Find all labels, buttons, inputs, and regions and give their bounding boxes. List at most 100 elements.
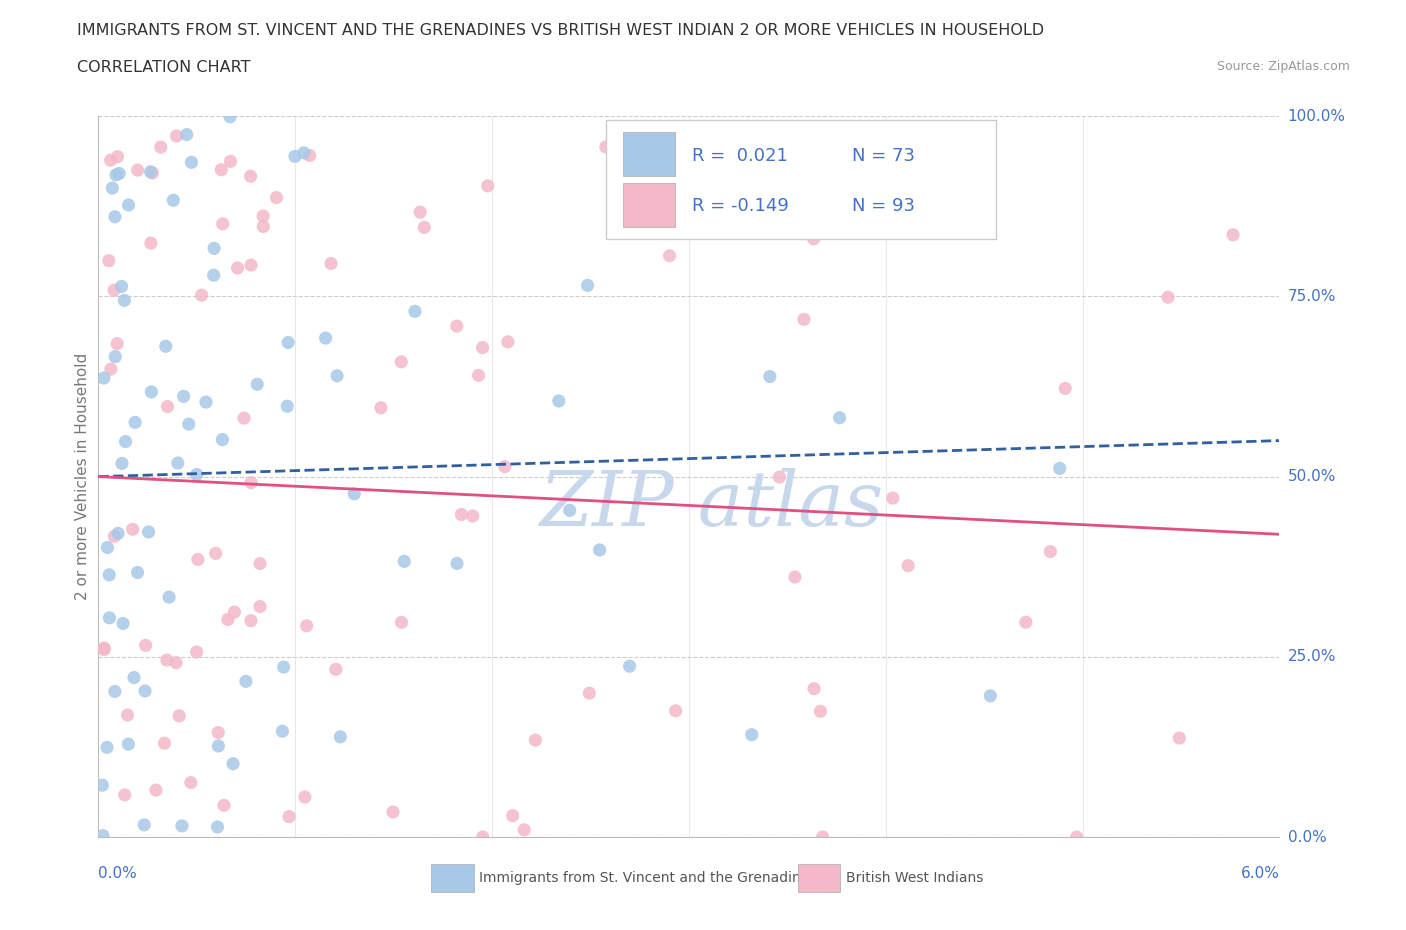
Point <box>176 127 198 142</box>
Point <box>98 567 121 582</box>
Point <box>127 565 149 580</box>
Point <box>96 540 118 555</box>
Point <box>294 790 316 804</box>
Point <box>803 232 825 246</box>
Text: N = 73: N = 73 <box>852 147 915 165</box>
Point <box>810 704 832 719</box>
Point <box>811 830 834 844</box>
FancyBboxPatch shape <box>623 182 675 227</box>
Point <box>252 219 274 234</box>
Point <box>1049 461 1071 476</box>
Point <box>107 149 129 164</box>
Point <box>167 709 190 724</box>
Point <box>166 128 188 143</box>
Point <box>93 642 115 657</box>
Point <box>103 283 125 298</box>
Point <box>156 399 179 414</box>
Text: 100.0%: 100.0% <box>1288 109 1346 124</box>
Point <box>284 149 307 164</box>
Point <box>664 703 686 718</box>
Point <box>91 829 114 844</box>
Point <box>446 556 468 571</box>
Text: 75.0%: 75.0% <box>1288 289 1336 304</box>
Point <box>404 304 426 319</box>
Text: British West Indians: British West Indians <box>846 871 983 885</box>
Point <box>104 350 127 365</box>
Point <box>110 279 132 294</box>
Text: N = 93: N = 93 <box>852 197 915 216</box>
Text: IMMIGRANTS FROM ST. VINCENT AND THE GRENADINES VS BRITISH WEST INDIAN 2 OR MORE : IMMIGRANTS FROM ST. VINCENT AND THE GREN… <box>77 23 1045 38</box>
Point <box>121 522 143 537</box>
Point <box>828 410 851 425</box>
Point <box>141 384 163 399</box>
Text: 0.0%: 0.0% <box>1288 830 1326 844</box>
Point <box>103 529 125 544</box>
Point <box>135 638 157 653</box>
Point <box>111 456 134 471</box>
Point <box>578 685 600 700</box>
Point <box>190 287 212 302</box>
Text: 25.0%: 25.0% <box>1288 649 1336 664</box>
Point <box>207 725 229 740</box>
Point <box>117 737 139 751</box>
Point <box>114 434 136 449</box>
Point <box>502 808 524 823</box>
Point <box>134 817 156 832</box>
Point <box>186 644 208 659</box>
Point <box>391 615 413 630</box>
Point <box>117 197 139 212</box>
Point <box>471 830 494 844</box>
Point <box>91 777 114 792</box>
FancyBboxPatch shape <box>606 120 995 239</box>
Point <box>278 809 301 824</box>
Text: 0.0%: 0.0% <box>98 866 138 881</box>
Text: 6.0%: 6.0% <box>1240 866 1279 881</box>
Point <box>117 708 139 723</box>
Point <box>122 671 145 685</box>
Point <box>100 153 122 167</box>
Point <box>292 145 315 160</box>
Point <box>207 738 229 753</box>
FancyBboxPatch shape <box>623 132 675 176</box>
Point <box>97 253 120 268</box>
Point <box>897 558 920 573</box>
Point <box>315 331 337 346</box>
Point <box>1157 290 1180 305</box>
Point <box>157 590 180 604</box>
Point <box>246 377 269 392</box>
Point <box>524 733 547 748</box>
Point <box>1168 731 1191 746</box>
Point <box>212 798 235 813</box>
Point <box>235 674 257 689</box>
Point <box>325 662 347 677</box>
Point <box>749 151 772 166</box>
Point <box>93 370 115 385</box>
Point <box>98 610 121 625</box>
Point <box>1015 615 1038 630</box>
Point <box>633 201 655 216</box>
Point <box>149 140 172 154</box>
Point <box>252 208 274 223</box>
Point <box>496 335 519 350</box>
Point <box>104 684 127 698</box>
Point <box>162 193 184 207</box>
Point <box>759 369 782 384</box>
Point <box>295 618 318 633</box>
Point <box>576 278 599 293</box>
Point <box>219 110 242 125</box>
Point <box>370 401 392 416</box>
Text: ZIP atlas: ZIP atlas <box>540 469 884 542</box>
Point <box>326 368 349 383</box>
Point <box>461 509 484 524</box>
Point <box>108 166 131 181</box>
Point <box>588 542 610 557</box>
Text: Source: ZipAtlas.com: Source: ZipAtlas.com <box>1216 60 1350 73</box>
Point <box>166 456 188 471</box>
Point <box>467 368 489 383</box>
Point <box>277 335 299 350</box>
FancyBboxPatch shape <box>797 864 841 892</box>
Point <box>107 525 129 540</box>
Point <box>382 804 405 819</box>
Point <box>195 394 218 409</box>
Point <box>249 599 271 614</box>
